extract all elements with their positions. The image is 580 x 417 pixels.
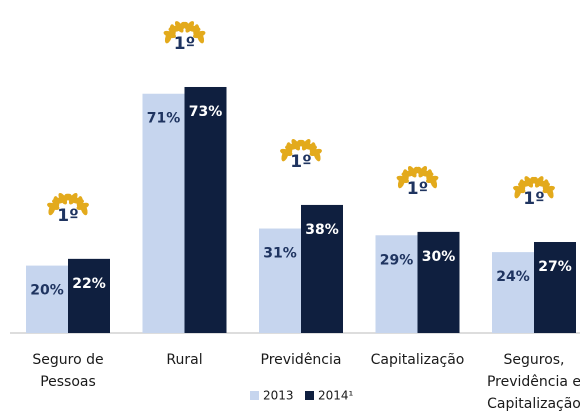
legend-label: 2013: [263, 389, 294, 403]
laurel-leaf: [429, 175, 438, 189]
value-label: 20%: [30, 283, 64, 299]
bar: [375, 235, 418, 333]
laurel-leaf: [418, 165, 428, 178]
badge-text: 1º: [174, 34, 195, 54]
value-label: 30%: [422, 249, 456, 265]
laurel-leaf: [534, 176, 544, 188]
bar: [259, 228, 301, 333]
bar: [142, 93, 185, 333]
legend-swatch: [250, 391, 259, 400]
laurel-leaf: [313, 148, 321, 162]
legend-swatch: [305, 391, 314, 400]
laurel-leaf: [301, 139, 311, 151]
laurel-leaf: [47, 202, 60, 210]
laurel-leaf: [518, 180, 531, 187]
laurel-leaf: [168, 25, 182, 32]
laurel-leaf: [542, 179, 549, 193]
laurel-leaf: [280, 148, 293, 157]
bar: [68, 258, 110, 333]
laurel-leaf: [196, 30, 205, 44]
x-tick-label: Previdência: [260, 352, 342, 368]
value-label: 22%: [72, 276, 106, 292]
laurel-leaf: [163, 30, 176, 39]
laurel-leaf: [185, 21, 195, 33]
value-label: 38%: [305, 222, 339, 238]
x-tick-label: Rural: [166, 352, 203, 368]
value-label: 29%: [380, 252, 414, 268]
legend-label: 2014¹: [318, 389, 354, 403]
bar: [26, 265, 68, 333]
value-label: 31%: [263, 246, 297, 262]
bar: [184, 86, 227, 334]
bar: [534, 242, 576, 333]
badge-text: 1º: [290, 152, 311, 172]
laurel-leaf: [396, 175, 409, 183]
laurel-leaf: [309, 142, 316, 156]
badge-text: 1º: [523, 189, 544, 209]
laurel-leaf: [52, 197, 65, 204]
x-tick-label: Seguro de Pessoas: [32, 352, 104, 390]
laurel-leaf: [401, 170, 415, 177]
x-tick-label: Seguros, Previdência e Capitalização: [486, 352, 580, 412]
laurel-leaf: [68, 192, 78, 205]
value-label: 27%: [538, 259, 572, 275]
laurel-leaf: [76, 196, 83, 210]
laurel-leaf: [80, 202, 88, 216]
laurel-leaf: [285, 143, 298, 150]
value-label: 71%: [147, 111, 181, 127]
laurel-leaf: [546, 186, 554, 199]
x-tick-label: Capitalização: [370, 352, 465, 368]
value-label: 73%: [189, 104, 223, 120]
badge-text: 1º: [407, 179, 428, 199]
value-label: 24%: [496, 269, 530, 285]
bar: [417, 231, 460, 333]
laurel-leaf: [426, 169, 433, 183]
laurel-leaf: [513, 185, 526, 194]
badge-text: 1º: [57, 206, 78, 226]
bar: [492, 252, 534, 333]
laurel-leaf: [193, 24, 200, 38]
bar: [301, 204, 343, 333]
